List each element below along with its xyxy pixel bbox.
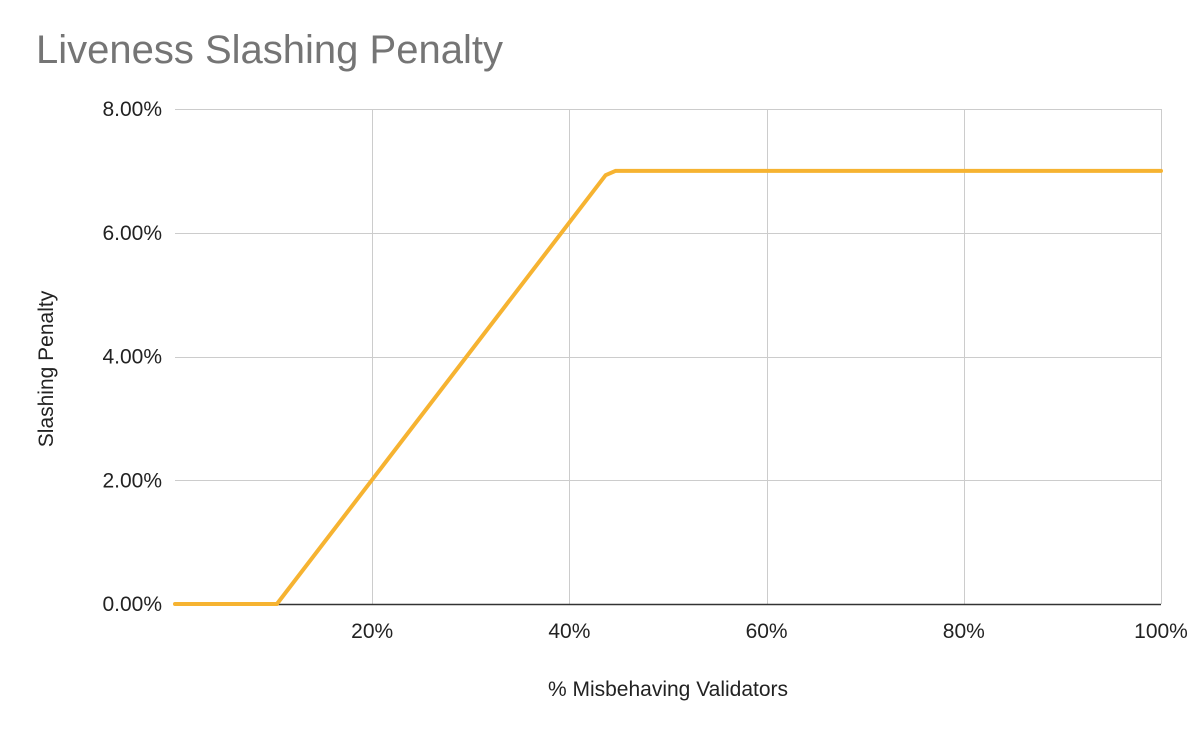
y-axis-label: Slashing Penalty bbox=[35, 290, 58, 447]
tick-labels: 0.00% 2.00% 4.00% 6.00% 8.00% 20% 40% 60% 80% 100… bbox=[102, 98, 1187, 643]
x-tick-label: 60% bbox=[746, 620, 788, 643]
y-tick-label: 6.00% bbox=[102, 222, 162, 245]
x-tick-label: 40% bbox=[548, 620, 590, 643]
x-axis-label: % Misbehaving Validators bbox=[548, 678, 788, 701]
x-tick-label: 20% bbox=[351, 620, 393, 643]
grid bbox=[175, 109, 1162, 604]
x-tick-label: 100% bbox=[1134, 620, 1188, 643]
y-tick-label: 0.00% bbox=[102, 593, 162, 616]
y-tick-label: 4.00% bbox=[102, 346, 162, 369]
series-layer bbox=[173, 168, 1163, 606]
chart-title: Liveness Slashing Penalty bbox=[36, 28, 503, 72]
series-line bbox=[173, 168, 1163, 606]
y-tick-label: 8.00% bbox=[102, 98, 162, 121]
x-tick-label: 80% bbox=[943, 620, 985, 643]
y-tick-label: 2.00% bbox=[102, 469, 162, 492]
